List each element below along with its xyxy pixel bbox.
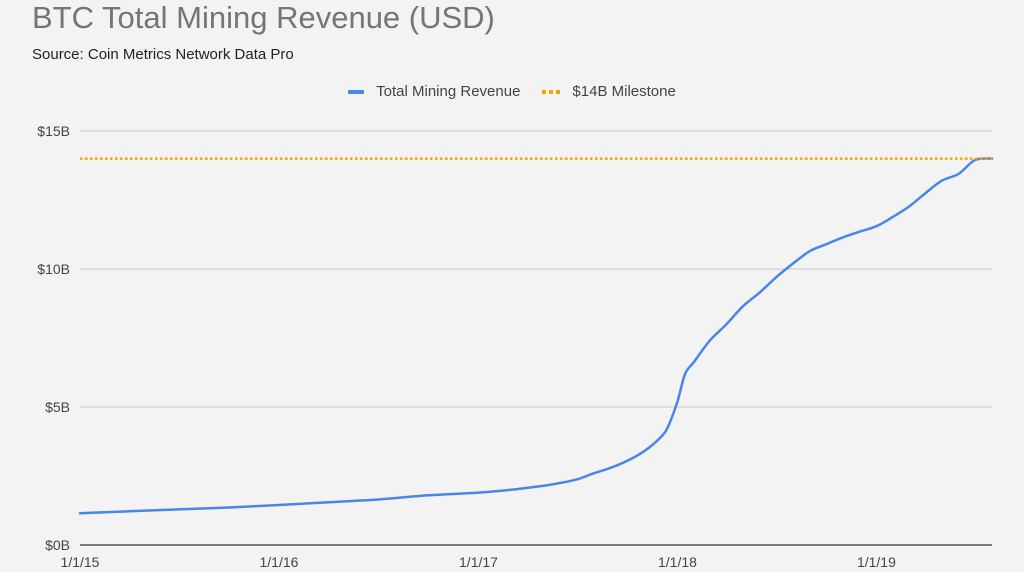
legend-swatch-dotted xyxy=(542,89,561,94)
y-tick-label: $5B xyxy=(45,399,70,415)
legend-label: $14B Milestone xyxy=(572,83,676,100)
y-tick-label: $15B xyxy=(37,123,70,139)
chart-title: BTC Total Mining Revenue (USD) xyxy=(32,0,495,35)
x-tick-label: 1/1/19 xyxy=(857,554,896,570)
x-tick-label: 1/1/16 xyxy=(260,554,299,570)
y-tick-label: $0B xyxy=(45,537,70,553)
x-tick-label: 1/1/17 xyxy=(459,554,498,570)
y-tick-label: $10B xyxy=(37,261,70,277)
legend: Total Mining Revenue $14B Milestone xyxy=(0,83,1024,100)
legend-swatch-solid xyxy=(348,89,365,94)
x-tick-label: 1/1/15 xyxy=(61,554,100,570)
legend-label: Total Mining Revenue xyxy=(376,83,521,100)
chart-subtitle: Source: Coin Metrics Network Data Pro xyxy=(32,46,294,63)
series-line-total-mining-revenue xyxy=(78,157,994,515)
legend-item-14b-milestone[interactable]: $14B Milestone xyxy=(542,83,676,100)
x-tick-label: 1/1/18 xyxy=(658,554,697,570)
legend-item-total-mining-revenue[interactable]: Total Mining Revenue xyxy=(348,83,520,100)
